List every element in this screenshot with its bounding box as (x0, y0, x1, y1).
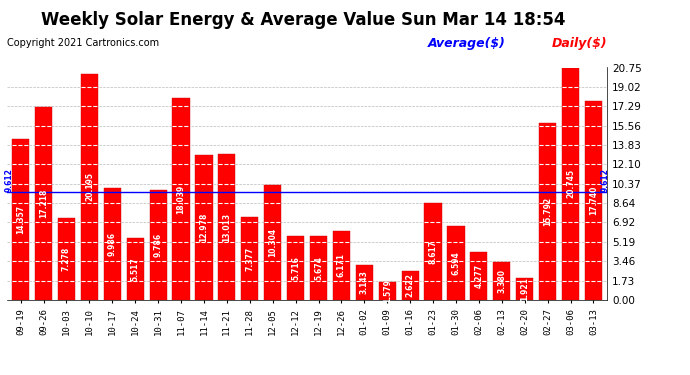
Bar (218, 154, 235, 300)
Text: 14.357: 14.357 (16, 205, 25, 234)
Bar (104, 188, 121, 300)
Bar (241, 217, 258, 300)
Bar (172, 98, 190, 300)
Text: 17.218: 17.218 (39, 189, 48, 218)
Bar (402, 271, 419, 300)
Text: 1.921: 1.921 (520, 277, 529, 301)
Bar (585, 101, 602, 300)
Bar (310, 236, 327, 300)
Text: Average($): Average($) (428, 38, 506, 51)
Text: 20.745: 20.745 (566, 169, 575, 198)
Text: 7.278: 7.278 (62, 247, 71, 272)
Bar (539, 123, 556, 300)
Bar (424, 204, 442, 300)
Text: 10.304: 10.304 (268, 228, 277, 257)
Text: Copyright 2021 Cartronics.com: Copyright 2021 Cartronics.com (7, 38, 159, 48)
Bar (471, 252, 487, 300)
Text: 18.039: 18.039 (177, 184, 186, 214)
Text: 2.622: 2.622 (406, 273, 415, 297)
Text: 17.740: 17.740 (589, 186, 598, 215)
Text: 20.195: 20.195 (85, 172, 94, 201)
Bar (333, 231, 350, 300)
Bar (195, 154, 213, 300)
Text: 5.674: 5.674 (314, 256, 323, 280)
Text: 12.978: 12.978 (199, 213, 208, 242)
Text: 5.517: 5.517 (130, 257, 139, 281)
Text: 9.612: 9.612 (600, 168, 609, 192)
Bar (264, 184, 282, 300)
Bar (447, 226, 464, 300)
Text: 4.277: 4.277 (475, 264, 484, 288)
Text: 6.171: 6.171 (337, 254, 346, 278)
Text: 9.786: 9.786 (154, 233, 163, 257)
Bar (516, 279, 533, 300)
Bar (493, 262, 511, 300)
Text: 5.716: 5.716 (291, 256, 300, 280)
Bar (127, 238, 144, 300)
Bar (81, 74, 98, 300)
Text: 9.986: 9.986 (108, 232, 117, 256)
Text: 8.617: 8.617 (428, 240, 437, 264)
Bar (58, 219, 75, 300)
Text: 9.612: 9.612 (5, 168, 14, 192)
Bar (287, 236, 304, 300)
Bar (12, 139, 29, 300)
Text: 3.380: 3.380 (497, 269, 506, 293)
Text: 6.594: 6.594 (451, 251, 460, 275)
Text: Daily($): Daily($) (552, 38, 608, 51)
Text: 3.143: 3.143 (359, 270, 369, 294)
Text: 13.013: 13.013 (222, 213, 231, 242)
Text: 1.579: 1.579 (383, 279, 392, 303)
Text: 7.377: 7.377 (245, 246, 255, 271)
Text: Weekly Solar Energy & Average Value Sun Mar 14 18:54: Weekly Solar Energy & Average Value Sun … (41, 11, 566, 29)
Bar (35, 107, 52, 300)
Bar (562, 68, 579, 300)
Bar (356, 265, 373, 300)
Text: 15.792: 15.792 (543, 197, 552, 226)
Bar (379, 282, 396, 300)
Bar (150, 190, 167, 300)
